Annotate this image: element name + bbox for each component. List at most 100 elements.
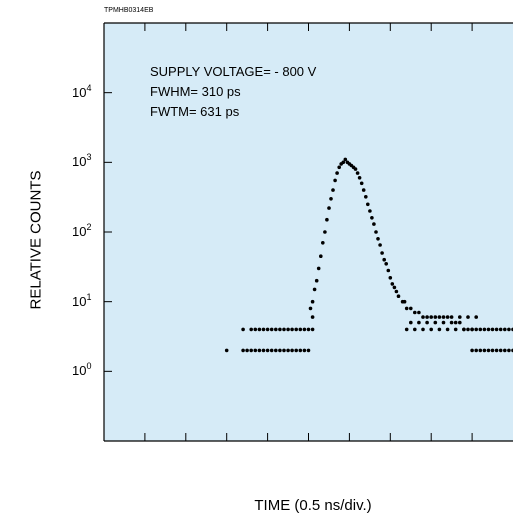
data-point [323,230,327,234]
data-point [437,327,442,332]
data-point [486,327,491,332]
data-point [507,327,511,332]
x-axis-label: TIME (0.5 ns/div.) [254,497,372,514]
data-point [507,348,511,353]
data-point [478,348,483,353]
data-point [417,310,421,315]
data-point [343,157,348,162]
data-point [290,348,294,353]
y-tick-label: 103 [72,152,92,170]
data-point [441,315,446,319]
data-point [333,178,337,183]
data-point [429,327,434,332]
data-point [312,287,317,292]
data-point [298,327,303,332]
data-point [286,348,290,353]
data-point [337,165,342,170]
data-point [409,320,413,325]
data-point [353,167,358,171]
data-point [241,327,245,332]
data-point [386,268,391,273]
data-point [437,315,442,319]
data-point [302,348,307,353]
data-point [474,315,479,319]
data-point [372,222,376,226]
data-point [404,327,409,332]
annotation-fwtm: FWTM= 631 ps [150,104,240,119]
axis-lines [103,22,513,442]
data-point [421,327,425,332]
data-point [503,327,507,332]
data-point [310,299,315,304]
data-point [253,348,258,353]
data-point [417,320,421,325]
y-tick-label: 102 [72,222,92,239]
document-id: TPMHB0314EB [104,7,154,14]
data-point [470,327,474,332]
data-point [425,320,429,325]
data-point [359,181,364,186]
data-point [378,243,382,247]
data-point [394,289,399,294]
data-point [257,348,262,353]
data-point [382,257,387,262]
data-point [265,348,270,353]
data-point [306,348,311,353]
data-point [269,348,274,353]
data-point [274,327,278,332]
data-point [486,348,491,353]
data-point [498,348,503,353]
data-point [327,206,331,210]
data-point [321,241,325,245]
data-points [224,157,513,353]
data-point [329,197,333,201]
data-point [402,299,407,304]
data-point [466,315,470,319]
data-point [274,348,278,353]
data-point [370,216,374,220]
data-point [433,315,438,319]
data-point [316,266,321,271]
data-point [290,327,294,332]
data-point [374,230,378,234]
data-point [310,327,315,332]
data-point [269,327,274,332]
data-point [366,202,370,207]
data-point [494,348,499,353]
data-point [294,327,299,332]
data-point [482,348,487,353]
data-point [341,160,346,165]
data-point [224,348,229,353]
data-point [278,327,282,332]
data-point [319,254,323,258]
data-point [380,251,384,255]
annotation-supply-voltage: SUPPLY VOLTAGE= - 800 V [150,64,317,79]
data-point [458,320,462,325]
data-point [390,282,395,286]
data-point [308,306,313,311]
data-point [458,315,462,319]
data-point [388,276,393,280]
data-point [314,278,319,283]
data-point [335,171,339,175]
data-point [261,348,266,353]
data-point [286,327,290,332]
tick-marks [104,23,473,441]
data-point [331,188,335,192]
data-point [298,348,303,353]
data-point [310,315,315,319]
data-point [357,176,362,180]
data-point [503,348,507,353]
data-point [396,294,401,299]
data-point [445,315,450,319]
data-point [449,315,454,319]
data-point [404,306,409,311]
annotation-fwhm: FWHM= 310 ps [150,84,241,99]
data-point [474,327,479,332]
data-point [433,320,438,325]
data-point [249,327,253,332]
data-point [253,327,258,332]
data-point [445,327,450,332]
data-point [490,327,495,332]
